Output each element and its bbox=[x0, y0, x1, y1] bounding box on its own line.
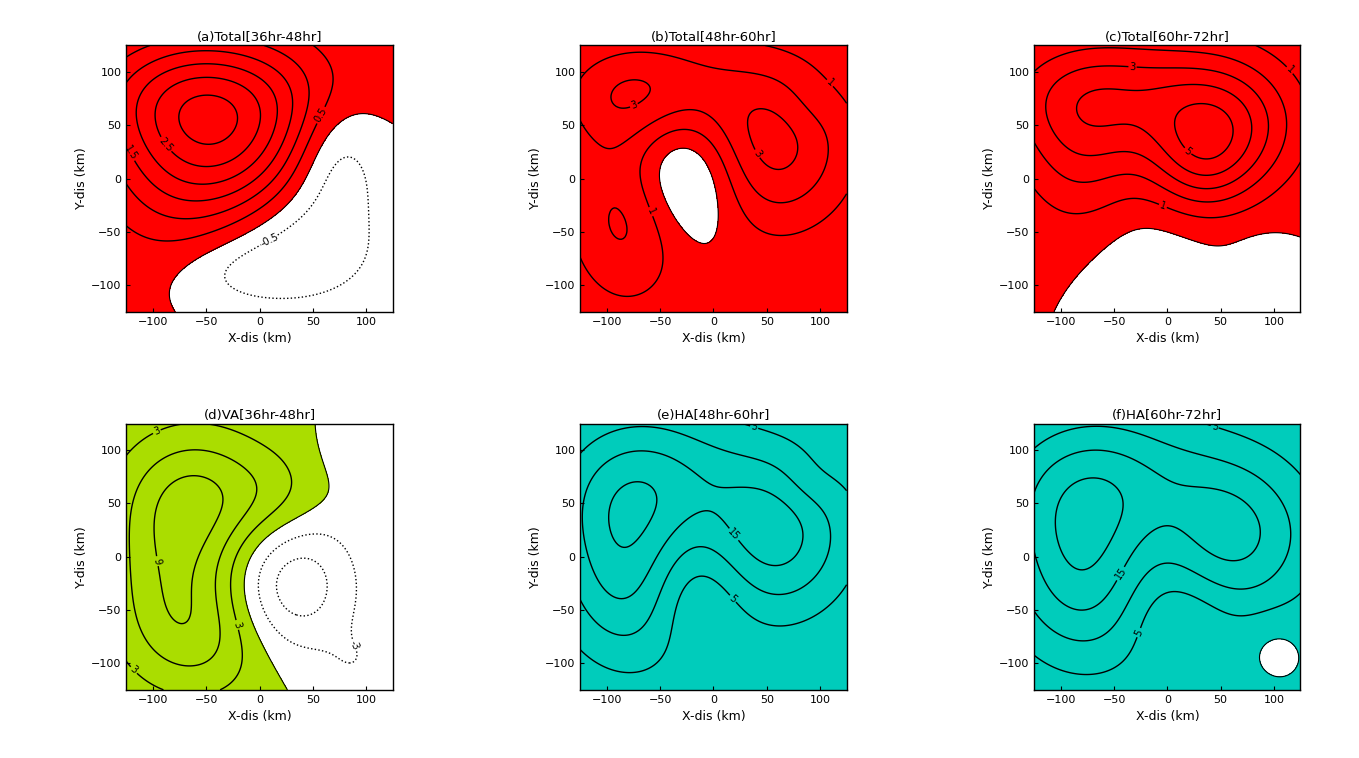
Text: 3: 3 bbox=[1129, 61, 1136, 72]
Text: 3: 3 bbox=[152, 426, 162, 437]
Text: 2.5: 2.5 bbox=[156, 136, 175, 154]
X-axis label: X-dis (km): X-dis (km) bbox=[228, 332, 291, 345]
Text: 1: 1 bbox=[646, 207, 656, 217]
Y-axis label: Y-dis (km): Y-dis (km) bbox=[530, 148, 542, 209]
Text: 3: 3 bbox=[128, 664, 140, 676]
Y-axis label: Y-dis (km): Y-dis (km) bbox=[983, 526, 996, 587]
Y-axis label: Y-dis (km): Y-dis (km) bbox=[530, 526, 542, 587]
Text: 1: 1 bbox=[825, 77, 836, 89]
Text: 5: 5 bbox=[750, 421, 758, 433]
Text: 5: 5 bbox=[1211, 421, 1219, 432]
Text: 3: 3 bbox=[752, 149, 764, 159]
Text: 1: 1 bbox=[1158, 200, 1167, 211]
X-axis label: X-dis (km): X-dis (km) bbox=[1136, 710, 1199, 723]
Text: 5: 5 bbox=[1182, 146, 1193, 157]
Text: 3: 3 bbox=[231, 621, 243, 629]
Y-axis label: Y-dis (km): Y-dis (km) bbox=[76, 526, 88, 587]
Text: 15: 15 bbox=[1113, 565, 1128, 581]
X-axis label: X-dis (km): X-dis (km) bbox=[1136, 332, 1199, 345]
Title: (c)Total[60hr-72hr]: (c)Total[60hr-72hr] bbox=[1105, 31, 1230, 44]
Text: 0.5: 0.5 bbox=[313, 106, 329, 124]
Text: 1: 1 bbox=[1284, 64, 1295, 76]
Text: -3: -3 bbox=[348, 639, 361, 652]
Text: 5: 5 bbox=[1133, 628, 1144, 637]
Title: (f)HA[60hr-72hr]: (f)HA[60hr-72hr] bbox=[1112, 409, 1223, 422]
Title: (d)VA[36hr-48hr]: (d)VA[36hr-48hr] bbox=[204, 409, 315, 422]
Text: 1.5: 1.5 bbox=[122, 143, 139, 162]
X-axis label: X-dis (km): X-dis (km) bbox=[682, 332, 745, 345]
X-axis label: X-dis (km): X-dis (km) bbox=[682, 710, 745, 723]
Text: -0.5: -0.5 bbox=[258, 231, 280, 249]
X-axis label: X-dis (km): X-dis (km) bbox=[228, 710, 291, 723]
Text: 5: 5 bbox=[727, 593, 738, 604]
Y-axis label: Y-dis (km): Y-dis (km) bbox=[983, 148, 996, 209]
Text: 15: 15 bbox=[726, 526, 742, 542]
Title: (e)HA[48hr-60hr]: (e)HA[48hr-60hr] bbox=[656, 409, 771, 422]
Text: 3: 3 bbox=[629, 100, 639, 111]
Title: (b)Total[48hr-60hr]: (b)Total[48hr-60hr] bbox=[651, 31, 776, 44]
Text: 9: 9 bbox=[152, 557, 163, 565]
Title: (a)Total[36hr-48hr]: (a)Total[36hr-48hr] bbox=[197, 31, 322, 44]
Y-axis label: Y-dis (km): Y-dis (km) bbox=[76, 148, 88, 209]
